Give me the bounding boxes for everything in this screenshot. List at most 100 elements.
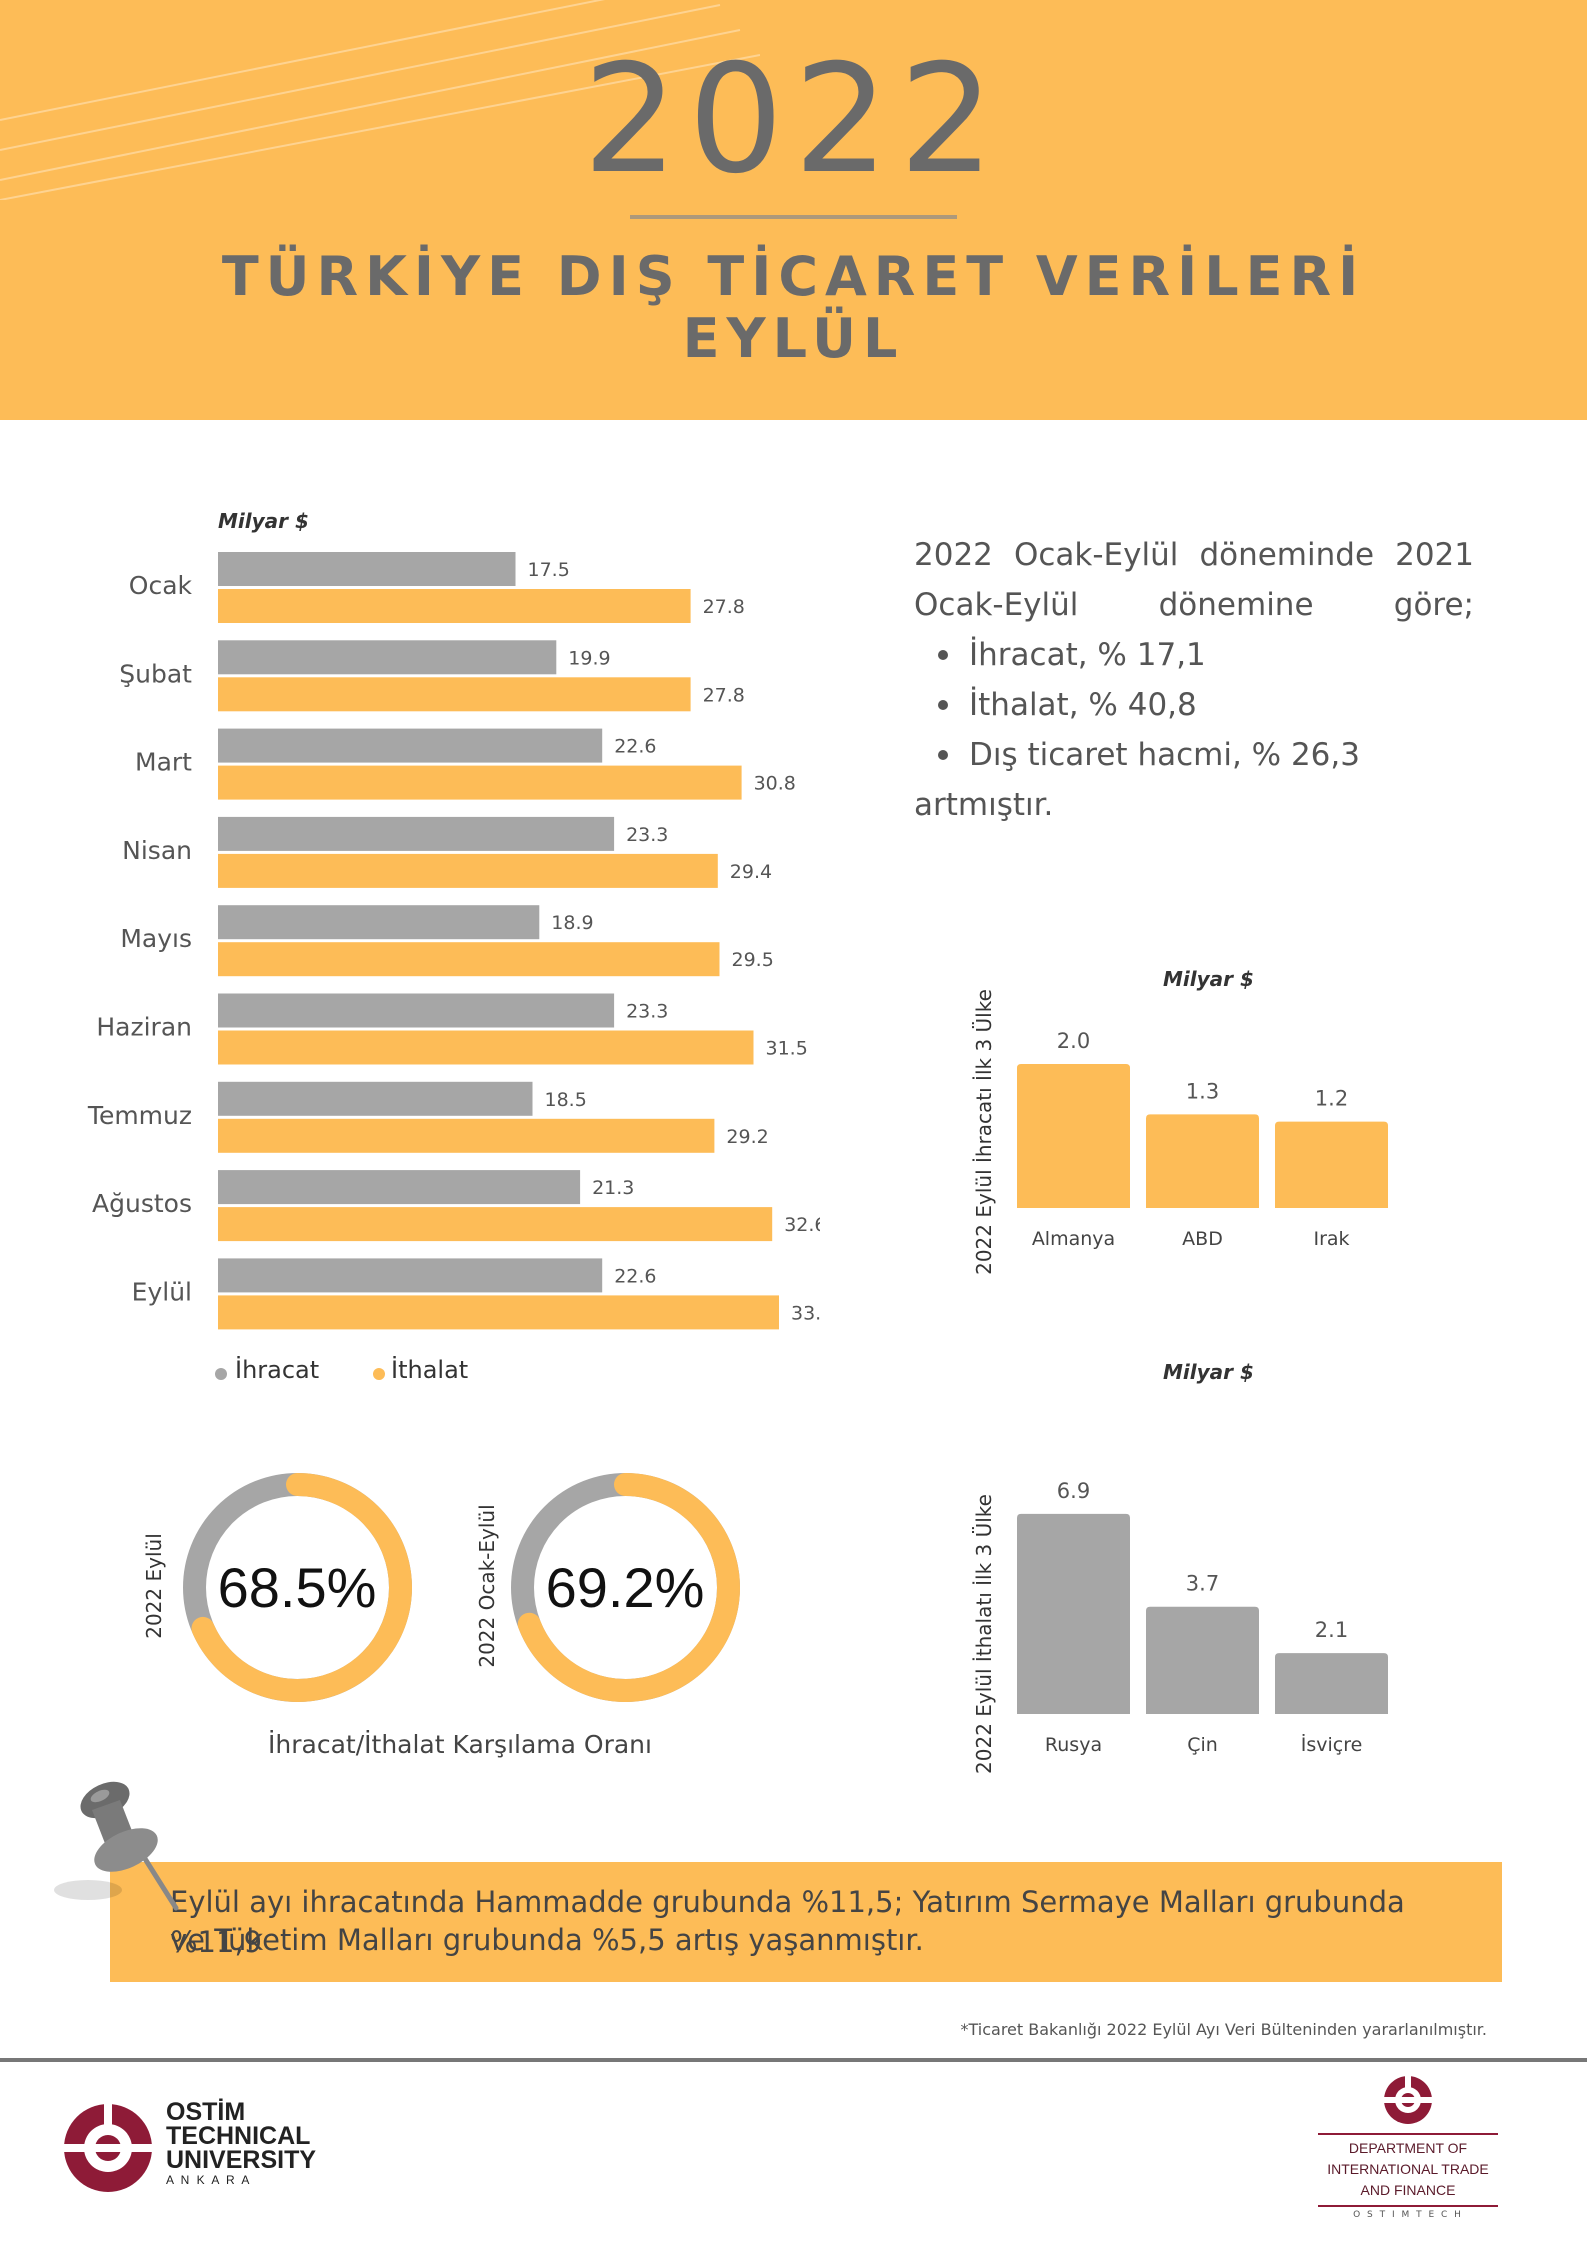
legend-dot-ihracat xyxy=(215,1368,227,1380)
monthly-trade-chart: Ocak 17.5 27.8 Şubat 19.9 27.8 Mart 22.6 30.8 Nis… xyxy=(87,552,820,1330)
month-label: Ocak xyxy=(129,571,193,600)
bar-ithalat xyxy=(218,1207,773,1242)
country-label: Rusya xyxy=(1045,1734,1102,1756)
country-bar-value: 2.0 xyxy=(1057,1029,1090,1053)
donut-arc xyxy=(517,1473,740,1702)
country-bar xyxy=(1146,1114,1259,1208)
note-line1: Eylül ayı ihracatında Hammadde grubunda … xyxy=(170,1885,1405,1959)
month-label: Haziran xyxy=(96,1013,192,1042)
country-bar xyxy=(1017,1064,1130,1208)
bullet-dot xyxy=(938,750,948,760)
footer-divider xyxy=(0,2058,1587,2062)
month-label: Temmuz xyxy=(87,1101,192,1130)
note-band: Eylül ayı ihracatında Hammadde grubunda … xyxy=(110,1862,1502,1982)
bar-ithalat xyxy=(218,942,720,977)
country-bar xyxy=(1146,1606,1259,1714)
country-label: İsviçre xyxy=(1301,1733,1363,1756)
bar-ihracat xyxy=(218,905,540,940)
legend-dot-ithalat xyxy=(373,1368,385,1380)
export-top3-chart: 2.0 Almanya 1.3 ABD 1.2 Irak xyxy=(1017,1029,1388,1250)
source-note: *Ticaret Bakanlığı 2022 Eylül Ayı Veri B… xyxy=(960,2020,1488,2039)
main-title: TÜRKİYE DIŞ TİCARET VERİLERİ xyxy=(221,245,1366,308)
note-line2: ve Tüketim Malları grubunda %5,5 artış y… xyxy=(170,1923,924,1957)
bullet-dot xyxy=(938,650,948,660)
bar-value-label: 21.3 xyxy=(592,1177,634,1199)
ostim-logo-icon xyxy=(58,2098,158,2192)
year-title: 2022 xyxy=(582,33,1005,207)
donut-caption: İhracat/İthalat Karşılama Oranı xyxy=(268,1730,652,1759)
bullet-dot xyxy=(938,700,948,710)
department-logo-icon xyxy=(1380,2072,1436,2124)
bar-ithalat xyxy=(218,765,742,800)
info-outro: artmıştır. xyxy=(914,787,1054,823)
pushpin-icon xyxy=(54,1781,179,1911)
bar-value-label: 32.6 xyxy=(784,1214,820,1236)
bar-value-label: 29.4 xyxy=(730,861,772,883)
bar-ihracat xyxy=(218,1170,581,1205)
country-label: Almanya xyxy=(1032,1228,1115,1250)
import-chart-unit: Milyar $ xyxy=(1163,1360,1254,1384)
export-chart-axis-label: 2022 Eylül İhracatı İlk 3 Ülke xyxy=(972,989,996,1275)
bar-value-label: 31.5 xyxy=(766,1038,808,1060)
country-bar xyxy=(1275,1121,1388,1208)
country-bar xyxy=(1017,1513,1130,1714)
donut-ocak-eylul xyxy=(511,1473,740,1702)
bar-value-label: 29.5 xyxy=(732,949,774,971)
country-label: ABD xyxy=(1182,1228,1223,1250)
department-logo-rule-bottom xyxy=(1318,2205,1498,2207)
bar-ithalat xyxy=(218,1295,779,1330)
bar-ihracat xyxy=(218,1081,533,1116)
info-bullet-1: İhracat, % 17,1 xyxy=(914,630,1514,680)
info-intro-line1: 2022 Ocak-Eylül döneminde 2021 Ocak-Eylü… xyxy=(914,530,1474,630)
bar-ithalat xyxy=(218,1118,715,1153)
bar-value-label: 22.6 xyxy=(614,736,656,758)
export-chart-unit: Milyar $ xyxy=(1163,967,1254,991)
header-divider xyxy=(630,215,957,219)
donut-label-eylul: 2022 Eylül xyxy=(142,1533,166,1639)
monthly-chart-legend: İhracat İthalat xyxy=(215,1356,615,1396)
country-label: Irak xyxy=(1313,1228,1349,1250)
country-bar-value: 6.9 xyxy=(1057,1479,1090,1503)
donut-value-ocak-eylul: 69.2% xyxy=(545,1556,705,1619)
info-bullet-3: Dış ticaret hacmi, % 26,3 xyxy=(914,730,1514,780)
info-intro: 2022 Ocak-Eylül döneminde 2021 Ocak-Eylü… xyxy=(914,537,1474,623)
bar-value-label: 27.8 xyxy=(703,684,745,706)
country-label: Çin xyxy=(1187,1734,1218,1756)
donut-label-ocak-eylul: 2022 Ocak-Eylül xyxy=(475,1504,499,1668)
legend-ihracat: İhracat xyxy=(235,1356,320,1384)
department-logo-rule-top xyxy=(1318,2133,1498,2135)
month-label: Mayıs xyxy=(120,924,192,953)
donut-value-eylul: 68.5% xyxy=(217,1556,377,1619)
department-logo-text: DEPARTMENT OF INTERNATIONAL TRADE AND FI… xyxy=(1327,2140,1489,2198)
bar-value-label: 18.5 xyxy=(545,1089,587,1111)
bar-ithalat xyxy=(218,853,718,888)
country-bar-value: 3.7 xyxy=(1186,1572,1219,1596)
import-chart-axis-label: 2022 Eylül İthalatı İlk 3 Ülke xyxy=(972,1494,996,1774)
ostim-logo-text: OSTİM TECHNICAL UNIVERSITY A N K A R A xyxy=(166,2098,317,2188)
donut-arc xyxy=(191,1473,412,1702)
header-band: 2022 TÜRKİYE DIŞ TİCARET VERİLERİ EYLÜL xyxy=(0,0,1587,420)
month-label: Eylül xyxy=(132,1277,192,1306)
legend-ithalat: İthalat xyxy=(391,1356,469,1384)
month-label: Mart xyxy=(135,748,192,777)
monthly-chart-unit: Milyar $ xyxy=(218,509,309,533)
bar-value-label: 22.6 xyxy=(614,1265,656,1287)
month-label: Nisan xyxy=(122,836,192,865)
bar-value-label: 17.5 xyxy=(528,559,570,581)
month-label: Ağustos xyxy=(92,1189,192,1218)
bar-ihracat xyxy=(218,552,516,586)
department-logo-subtext: O S T I M T E C H xyxy=(1353,2210,1463,2220)
bar-value-label: 19.9 xyxy=(568,647,610,669)
bar-ihracat xyxy=(218,640,557,675)
header-decoration xyxy=(0,0,760,200)
country-bar-value: 1.3 xyxy=(1186,1079,1219,1103)
bar-value-label: 27.8 xyxy=(703,596,745,618)
bar-ithalat xyxy=(218,1030,754,1065)
bar-ihracat xyxy=(218,816,615,851)
bar-value-label: 18.9 xyxy=(551,912,593,934)
month-label: Şubat xyxy=(119,659,192,688)
bar-ihracat xyxy=(218,728,603,763)
month-title: EYLÜL xyxy=(682,307,905,370)
import-top3-chart: 6.9 Rusya 3.7 Çin 2.1 İsviçre xyxy=(1017,1479,1388,1756)
bar-value-label: 33.0 xyxy=(791,1302,820,1324)
